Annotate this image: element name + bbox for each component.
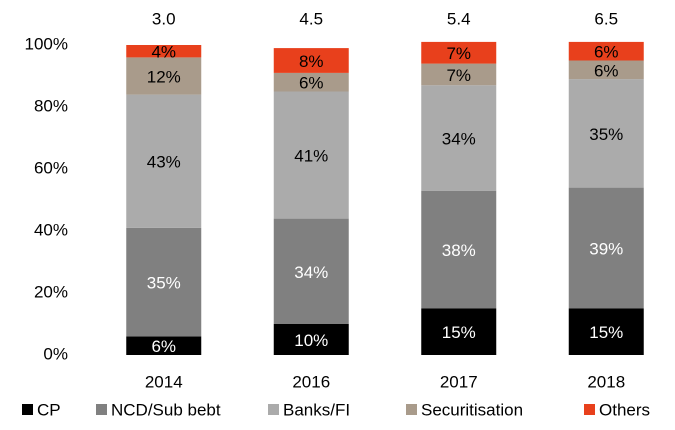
x-tick-label: 2017 bbox=[440, 372, 478, 391]
data-label: 38% bbox=[442, 241, 476, 260]
bar-segment bbox=[568, 41, 644, 61]
data-label: 7% bbox=[446, 44, 471, 63]
data-label: 7% bbox=[446, 66, 471, 85]
data-label: 35% bbox=[147, 274, 181, 293]
y-tick-label: 60% bbox=[34, 158, 68, 177]
x-tick-label: 2014 bbox=[145, 372, 183, 391]
legend-swatch bbox=[406, 404, 417, 415]
bar-segment bbox=[568, 60, 644, 80]
total-label: 5.4 bbox=[447, 9, 471, 28]
bar-segment bbox=[273, 48, 349, 73]
data-label: 10% bbox=[294, 331, 328, 350]
total-label: 6.5 bbox=[594, 9, 618, 28]
bar-segment bbox=[421, 308, 497, 355]
legend-label: NCD/Sub bebt bbox=[111, 400, 221, 419]
legend-label: Banks/FI bbox=[283, 400, 350, 419]
y-tick-label: 80% bbox=[34, 96, 68, 115]
bar-segment bbox=[568, 308, 644, 355]
bar-segment bbox=[421, 190, 497, 309]
data-label: 39% bbox=[589, 240, 623, 259]
legend-swatch bbox=[584, 404, 595, 415]
y-tick-label: 0% bbox=[43, 344, 68, 363]
data-label: 6% bbox=[594, 43, 619, 62]
data-label: 6% bbox=[299, 74, 324, 93]
bar-segment bbox=[273, 72, 349, 92]
data-label: 12% bbox=[147, 67, 181, 86]
data-label: 34% bbox=[442, 129, 476, 148]
bar-segment bbox=[421, 85, 497, 191]
bar-segment bbox=[273, 91, 349, 219]
x-tick-label: 2016 bbox=[292, 372, 330, 391]
legend-swatch bbox=[22, 404, 33, 415]
data-label: 35% bbox=[589, 125, 623, 144]
data-label: 6% bbox=[151, 337, 176, 356]
bar-segment bbox=[273, 324, 349, 355]
total-label: 4.5 bbox=[299, 9, 323, 28]
y-tick-label: 100% bbox=[25, 34, 68, 53]
data-label: 6% bbox=[594, 61, 619, 80]
bar-segment bbox=[421, 63, 497, 86]
y-tick-label: 40% bbox=[34, 220, 68, 239]
bar-segment bbox=[568, 187, 644, 309]
data-label: 8% bbox=[299, 52, 324, 71]
bar-segment bbox=[273, 218, 349, 324]
y-tick-label: 20% bbox=[34, 282, 68, 301]
data-label: 43% bbox=[147, 153, 181, 172]
legend-label: Securitisation bbox=[421, 400, 523, 419]
data-label: 34% bbox=[294, 263, 328, 282]
data-label: 41% bbox=[294, 147, 328, 166]
bar-segment bbox=[126, 227, 202, 337]
x-tick-label: 2018 bbox=[587, 372, 625, 391]
bar-segment bbox=[421, 41, 497, 64]
legend-swatch bbox=[268, 404, 279, 415]
legend-label: Others bbox=[599, 400, 650, 419]
legend-swatch bbox=[96, 404, 107, 415]
data-label: 15% bbox=[442, 323, 476, 342]
bar-segment bbox=[126, 57, 202, 95]
bar-segment bbox=[568, 79, 644, 188]
data-label: 15% bbox=[589, 323, 623, 342]
legend-label: CP bbox=[37, 400, 61, 419]
bar-segment bbox=[126, 336, 202, 355]
bar-segment bbox=[126, 94, 202, 228]
bar-segment bbox=[126, 45, 202, 58]
total-label: 3.0 bbox=[152, 9, 176, 28]
data-label: 4% bbox=[151, 43, 176, 62]
